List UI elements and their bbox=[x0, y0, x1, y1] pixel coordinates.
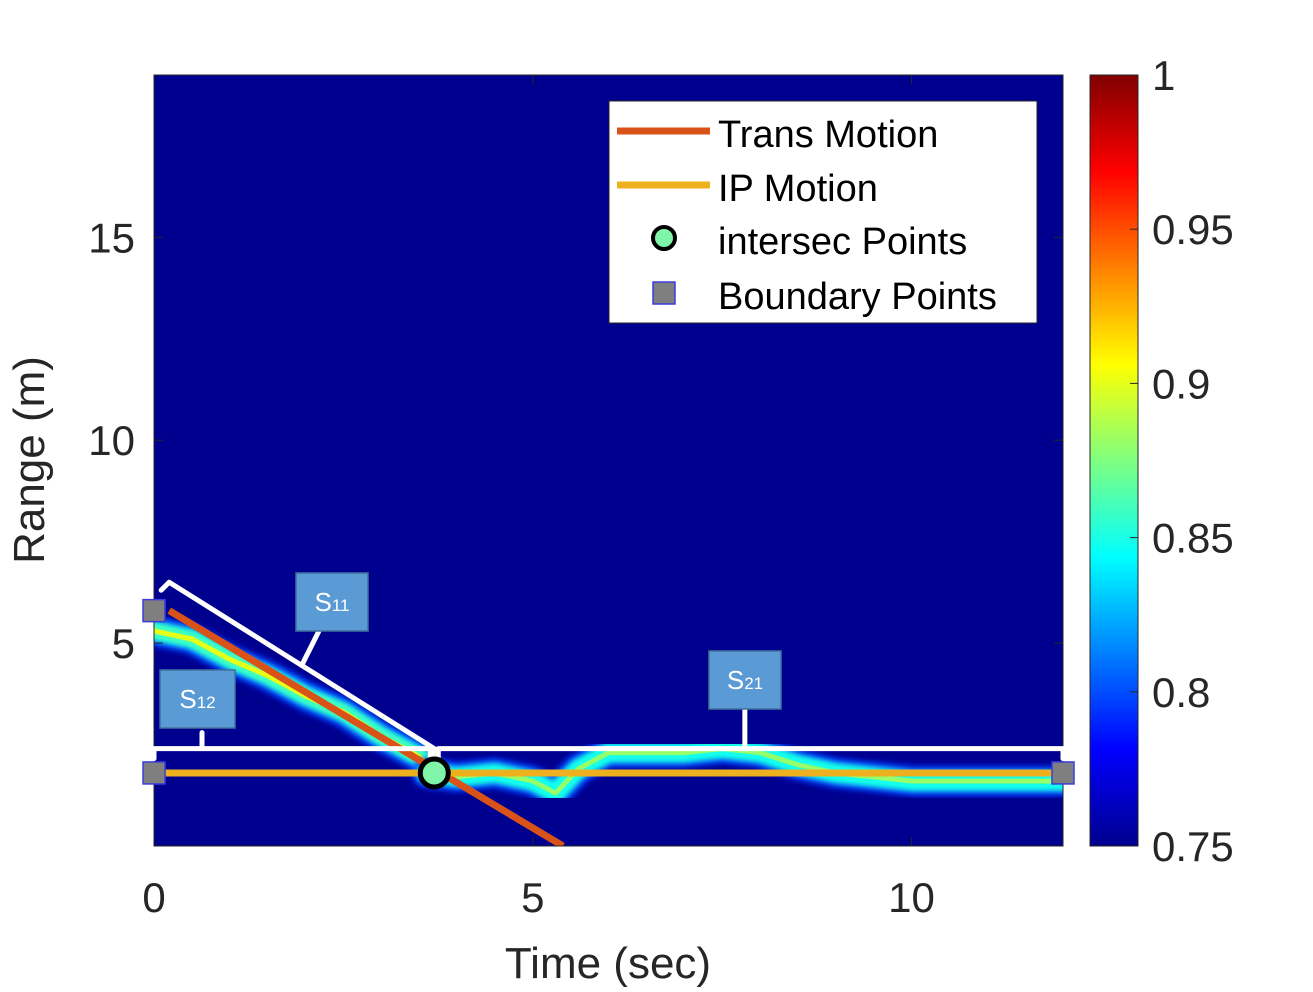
colorbar-gradient bbox=[1089, 74, 1139, 847]
y-tick-label: 10 bbox=[88, 417, 135, 464]
callout-label-sub: 21 bbox=[744, 674, 763, 693]
bracket-s12 bbox=[151, 746, 433, 762]
plot-frame bbox=[153, 74, 1064, 847]
callout-label: S11 bbox=[315, 587, 350, 617]
x-tick-label: 10 bbox=[888, 874, 935, 921]
callout-label-main: S bbox=[179, 684, 196, 714]
legend: Trans Motion IP Motion intersec Points Boun… bbox=[608, 100, 1038, 324]
boundary-point bbox=[142, 761, 166, 785]
callout-s11: S11 bbox=[295, 572, 369, 632]
callout-label-main: S bbox=[315, 587, 332, 617]
callout-label-main: S bbox=[727, 665, 744, 695]
callout-label-sub: 11 bbox=[332, 596, 350, 615]
callout-label: S12 bbox=[179, 684, 215, 714]
trans-motion-line bbox=[167, 607, 565, 846]
legend-box bbox=[608, 100, 1038, 324]
callout-s21: S21 bbox=[708, 650, 782, 710]
legend-label: intersec Points bbox=[718, 221, 967, 263]
callout-box bbox=[708, 650, 782, 710]
x-axis-label: Time (sec) bbox=[505, 939, 711, 988]
callout-box bbox=[295, 572, 369, 632]
colorbar-tick-label: 0.9 bbox=[1152, 360, 1210, 407]
legend-label: IP Motion bbox=[718, 168, 878, 210]
legend-entry-ip-motion: IP Motion bbox=[617, 168, 878, 210]
pointer-s11 bbox=[299, 626, 323, 668]
callout-box bbox=[159, 669, 236, 729]
legend-square-swatch bbox=[652, 281, 676, 305]
legend-label: Trans Motion bbox=[718, 114, 938, 156]
legend-label: Boundary Points bbox=[718, 276, 997, 318]
y-axis-ticks: 5 10 15 bbox=[88, 214, 1063, 667]
legend-circle-swatch bbox=[651, 225, 677, 251]
boundary-point bbox=[1051, 761, 1075, 785]
bracket-s21 bbox=[435, 746, 1066, 762]
legend-entry-boundary-points: Boundary Points bbox=[652, 276, 997, 318]
colorbar-ticks: 0.75 0.8 0.85 0.9 0.95 1 bbox=[1130, 52, 1234, 870]
boundary-point bbox=[142, 598, 166, 623]
legend-entry-intersec-points: intersec Points bbox=[651, 221, 967, 263]
y-tick-label: 5 bbox=[112, 620, 135, 667]
callout-label: S21 bbox=[727, 665, 763, 695]
x-axis-ticks: 0 5 10 bbox=[142, 75, 935, 921]
legend-entry-trans-motion: Trans Motion bbox=[617, 114, 938, 156]
x-tick-label: 5 bbox=[521, 874, 544, 921]
callout-label-sub: 12 bbox=[197, 693, 216, 712]
colorbar-tick-label: 0.85 bbox=[1152, 515, 1234, 562]
intersection-point bbox=[417, 756, 451, 790]
colorbar-tick-label: 0.75 bbox=[1152, 823, 1234, 870]
callout-s12: S12 bbox=[159, 669, 236, 729]
colorbar-tick-label: 0.95 bbox=[1152, 206, 1234, 253]
x-tick-label: 0 bbox=[142, 874, 165, 921]
colorbar-tick-label: 1 bbox=[1152, 52, 1175, 99]
motion-lines bbox=[154, 607, 1063, 846]
y-axis-label: Range (m) bbox=[5, 356, 54, 564]
colorbar: 0.75 0.8 0.85 0.9 0.95 1 bbox=[1089, 52, 1234, 870]
y-tick-label: 15 bbox=[88, 214, 135, 261]
colorbar-tick-label: 0.8 bbox=[1152, 669, 1210, 716]
point-markers bbox=[142, 598, 1075, 790]
